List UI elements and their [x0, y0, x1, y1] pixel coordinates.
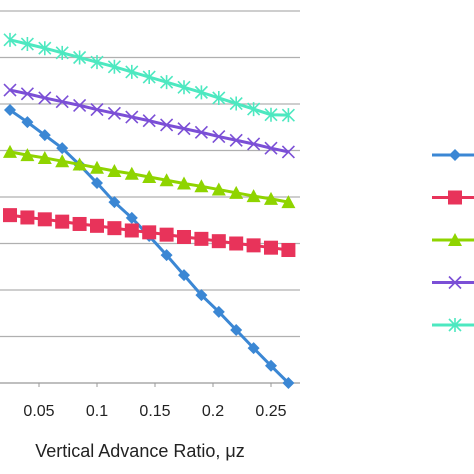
marker: [448, 233, 462, 246]
marker: [72, 216, 87, 231]
marker: [178, 269, 190, 282]
marker: [177, 176, 191, 190]
marker: [73, 98, 87, 112]
marker: [20, 148, 35, 162]
marker: [38, 41, 52, 56]
marker: [246, 189, 261, 203]
marker: [4, 104, 16, 117]
marker: [195, 289, 208, 302]
marker: [177, 122, 191, 136]
legend: [432, 149, 474, 332]
marker: [142, 114, 156, 128]
marker: [37, 150, 52, 164]
x-tick-label: 0.1: [86, 403, 108, 420]
marker: [90, 55, 104, 70]
plot-area: [3, 32, 296, 389]
marker: [212, 129, 226, 144]
marker: [37, 212, 52, 227]
marker: [448, 190, 462, 205]
marker: [56, 142, 69, 155]
marker: [230, 323, 243, 336]
marker: [90, 160, 104, 174]
marker: [72, 157, 87, 171]
marker: [125, 211, 138, 224]
marker: [194, 125, 208, 139]
marker: [3, 144, 17, 158]
marker: [142, 225, 157, 240]
marker: [212, 305, 225, 318]
marker: [160, 75, 174, 90]
x-axis-title: Vertical Advance Ratio, μz: [35, 441, 244, 461]
marker: [124, 166, 139, 180]
marker: [281, 145, 295, 159]
marker: [20, 37, 34, 52]
marker: [3, 208, 17, 223]
marker: [265, 359, 277, 372]
marker: [107, 106, 121, 120]
x-tick-label: 0.05: [23, 403, 54, 420]
marker: [38, 91, 52, 105]
marker: [247, 137, 261, 151]
marker: [159, 227, 174, 242]
marker: [20, 210, 35, 225]
marker: [282, 377, 295, 389]
marker: [247, 102, 261, 117]
marker: [264, 240, 278, 255]
marker: [55, 154, 70, 168]
marker: [21, 116, 34, 129]
marker: [229, 185, 244, 199]
marker: [160, 118, 174, 132]
marker: [264, 141, 278, 155]
marker: [20, 87, 34, 101]
marker: [3, 83, 17, 97]
x-tick-label: 0.2: [202, 403, 224, 420]
x-tick-label: 0.15: [139, 403, 170, 420]
marker: [229, 133, 243, 147]
marker: [449, 149, 461, 161]
marker: [55, 214, 70, 229]
marker: [194, 85, 208, 100]
marker: [38, 129, 51, 142]
marker: [125, 64, 139, 79]
marker: [246, 238, 261, 253]
marker: [212, 90, 226, 105]
marker: [73, 50, 87, 65]
marker: [264, 191, 278, 205]
marker: [108, 196, 121, 209]
marker: [159, 173, 174, 187]
marker: [124, 223, 139, 238]
marker: [448, 275, 462, 290]
marker: [194, 231, 209, 246]
marker: [247, 342, 260, 355]
marker: [55, 95, 69, 109]
marker: [90, 103, 104, 117]
marker: [211, 234, 226, 249]
marker: [281, 108, 295, 123]
marker: [177, 80, 191, 95]
marker: [125, 110, 139, 124]
marker: [229, 236, 244, 251]
marker: [281, 243, 296, 258]
marker: [107, 59, 121, 74]
marker: [142, 170, 157, 184]
marker: [142, 70, 156, 85]
marker: [229, 96, 243, 111]
marker: [107, 163, 122, 177]
marker: [91, 177, 103, 190]
marker: [90, 218, 104, 233]
marker: [211, 182, 226, 196]
x-tick-label: 0.25: [255, 403, 286, 420]
marker: [264, 107, 278, 122]
marker: [448, 318, 462, 332]
marker: [107, 221, 122, 236]
marker: [3, 32, 17, 47]
marker: [194, 179, 209, 193]
marker: [177, 229, 191, 244]
marker: [55, 45, 69, 60]
marker: [281, 195, 296, 209]
marker: [160, 249, 173, 262]
